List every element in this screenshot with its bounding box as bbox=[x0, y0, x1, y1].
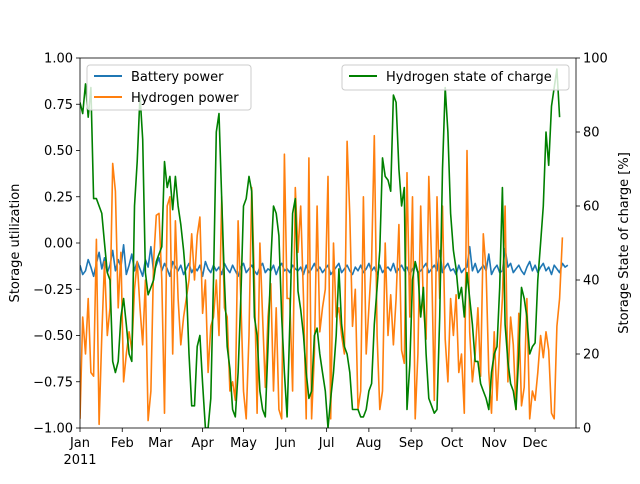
x-tick-label: Aug bbox=[356, 436, 381, 451]
y-right-label: Storage State of charge [%] bbox=[617, 152, 632, 334]
legend-soc-label: Hydrogen state of charge bbox=[386, 70, 552, 85]
y-left-tick-label: 0.00 bbox=[44, 237, 73, 252]
y-right-tick-label: 100 bbox=[583, 52, 608, 67]
series-line-hydrogen-state-of-charge bbox=[80, 68, 561, 428]
y-left-axis: 1.00 0.75 0.50 0.25 0.00 −0.25 −0.50 −0.75 −1.00 bbox=[33, 52, 80, 437]
x-tick-label: Jun bbox=[275, 436, 296, 451]
legend-battery-label: Battery power bbox=[131, 70, 224, 85]
y-right-tick-label: 20 bbox=[583, 348, 600, 363]
y-right-tick-label: 0 bbox=[583, 422, 591, 437]
y-left-tick-label: −0.50 bbox=[33, 329, 73, 344]
y-right-tick-label: 80 bbox=[583, 126, 600, 141]
plot-area bbox=[80, 68, 569, 428]
legend-right: Hydrogen state of charge bbox=[341, 64, 570, 91]
series-line-hydrogen-power bbox=[80, 134, 564, 426]
legend-left-box bbox=[86, 64, 252, 111]
legend-right-box bbox=[341, 64, 570, 91]
legend-hydrogen-power-label: Hydrogen power bbox=[131, 91, 239, 106]
y-left-tick-label: 0.75 bbox=[44, 98, 73, 113]
x-tick-label: May bbox=[230, 436, 257, 451]
x-tick-label: Mar bbox=[148, 436, 173, 451]
y-left-tick-label: 0.50 bbox=[44, 144, 73, 159]
x-tick-label: Jan bbox=[69, 436, 90, 451]
legend-left: Battery power Hydrogen power bbox=[86, 64, 252, 111]
x-tick-label: Dec bbox=[523, 436, 548, 451]
y-left-label: Storage utilization bbox=[8, 184, 23, 303]
y-right-axis: 100 80 60 40 20 0 bbox=[576, 52, 608, 437]
series-layer bbox=[80, 68, 569, 428]
y-right-tick-label: 40 bbox=[583, 274, 600, 289]
y-left-tick-label: −0.75 bbox=[33, 375, 73, 390]
y-left-tick-label: −1.00 bbox=[33, 422, 73, 437]
x-year-label: 2011 bbox=[63, 453, 96, 468]
x-tick-label: Oct bbox=[441, 436, 463, 451]
y-right-tick-label: 60 bbox=[583, 200, 600, 215]
x-tick-label: Jul bbox=[318, 436, 335, 451]
x-tick-label: Feb bbox=[111, 436, 134, 451]
x-tick-label: Nov bbox=[482, 436, 508, 451]
y-left-tick-label: 1.00 bbox=[44, 52, 73, 67]
x-tick-label: Sep bbox=[399, 436, 424, 451]
x-tick-label: Apr bbox=[191, 436, 214, 451]
x-axis: Jan Feb Mar Apr May Jun Jul Aug Sep Oct Nov Dec bbox=[69, 428, 548, 451]
y-left-tick-label: 0.25 bbox=[44, 190, 73, 205]
y-left-tick-label: −0.25 bbox=[33, 283, 73, 298]
